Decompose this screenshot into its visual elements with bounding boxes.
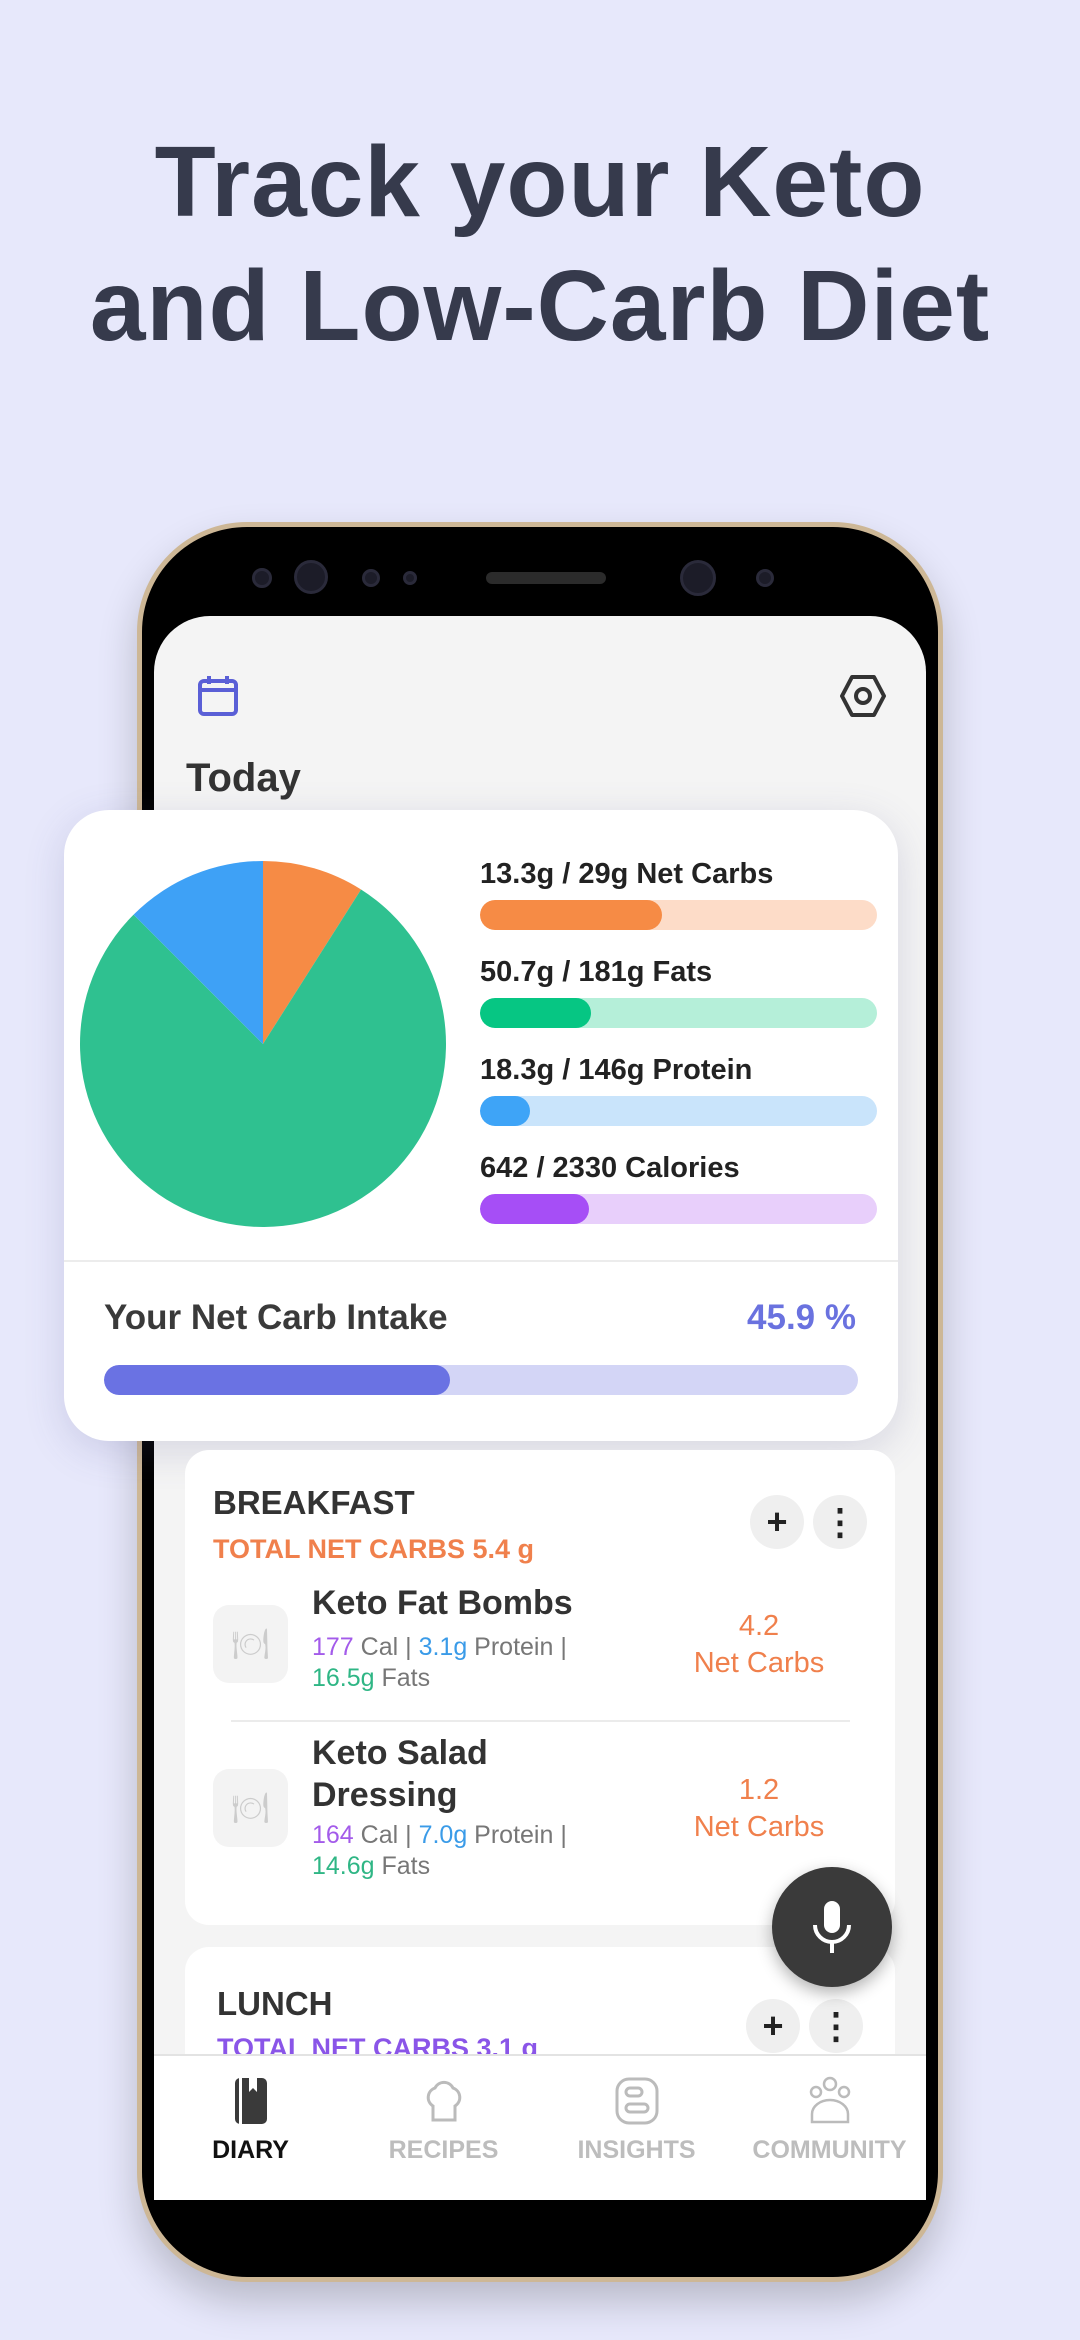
net-carb-intake-fill bbox=[104, 1365, 451, 1395]
sensor-icon bbox=[252, 568, 272, 588]
microphone-icon bbox=[813, 1901, 851, 1953]
nav-community[interactable]: COMMUNITY bbox=[733, 2056, 926, 2202]
add-food-button[interactable]: + bbox=[750, 1495, 804, 1549]
divider bbox=[64, 1260, 898, 1262]
sensor-icon bbox=[403, 571, 417, 585]
nav-insights[interactable]: INSIGHTS bbox=[540, 2056, 733, 2202]
macro-label: 13.3g / 29g Net Carbs bbox=[480, 858, 774, 890]
macro-label: 18.3g / 146g Protein bbox=[480, 1054, 753, 1086]
net-carb-intake-bar bbox=[104, 1365, 858, 1395]
sensor-icon bbox=[294, 560, 328, 594]
page-title: Today bbox=[186, 756, 301, 800]
headline-line-1: Track your Keto bbox=[154, 126, 926, 238]
add-food-button[interactable]: + bbox=[746, 1999, 800, 2053]
insights-icon bbox=[615, 2077, 658, 2125]
settings-icon[interactable] bbox=[840, 673, 886, 724]
net-carb-intake-label: Your Net Carb Intake bbox=[104, 1298, 448, 1337]
nav-diary[interactable]: DIARY bbox=[154, 2056, 347, 2202]
meal-title: LUNCH bbox=[217, 1985, 333, 2022]
plate-icon: 🍽 bbox=[213, 1769, 288, 1847]
macro-progress-fill bbox=[480, 1096, 530, 1126]
diary-book-icon bbox=[234, 2078, 267, 2124]
food-name: Keto Fat Bombs bbox=[312, 1584, 573, 1622]
macro-progress-bar bbox=[480, 998, 877, 1028]
speaker-grille bbox=[486, 572, 606, 584]
breakfast-card: BREAKFAST TOTAL NET CARBS 5.4 g + ⋮ 🍽 Ke… bbox=[185, 1450, 895, 1925]
bottom-nav: DIARY RECIPES INSIGHTS COMMUNITY bbox=[154, 2054, 926, 2200]
macro-progress-fill bbox=[480, 900, 663, 930]
food-net-carbs: 1.2 Net Carbs bbox=[693, 1774, 825, 1843]
nav-label: COMMUNITY bbox=[752, 2136, 907, 2164]
headline: Track your Keto and Low-Carb Diet bbox=[0, 120, 1080, 368]
community-icon bbox=[809, 2076, 850, 2124]
plate-icon: 🍽 bbox=[213, 1605, 288, 1683]
food-name: Keto Salad Dressing bbox=[312, 1734, 488, 1814]
nav-label: DIARY bbox=[212, 2136, 289, 2164]
more-options-button[interactable]: ⋮ bbox=[813, 1495, 867, 1549]
sensor-icon bbox=[362, 569, 380, 587]
macro-progress-fill bbox=[480, 998, 592, 1028]
net-carb-intake-percent: 45.9 % bbox=[747, 1298, 856, 1337]
food-macros: 177 Cal | 3.1g Protein | 16.5g Fats bbox=[312, 1633, 567, 1692]
nav-recipes[interactable]: RECIPES bbox=[347, 2056, 540, 2202]
macro-label: 642 / 2330 Calories bbox=[480, 1152, 740, 1184]
divider bbox=[231, 1720, 850, 1722]
chef-hat-icon bbox=[426, 2080, 461, 2122]
macro-progress-bar bbox=[480, 1096, 877, 1126]
pie-slice-net-carbs bbox=[263, 861, 362, 1044]
pie-slice-protein bbox=[133, 861, 263, 1044]
sensor-icon bbox=[756, 569, 774, 587]
macro-progress-fill bbox=[480, 1194, 590, 1224]
voice-log-button[interactable] bbox=[772, 1867, 892, 1987]
front-camera-icon bbox=[680, 560, 716, 596]
calendar-icon[interactable] bbox=[196, 674, 240, 723]
food-net-carbs: 4.2 Net Carbs bbox=[693, 1610, 825, 1679]
meal-total-net-carbs: TOTAL NET CARBS 5.4 g bbox=[213, 1534, 535, 1564]
nav-label: RECIPES bbox=[388, 2136, 499, 2164]
pie-slice-fats bbox=[80, 889, 446, 1227]
headline-line-2: and Low-Carb Diet bbox=[89, 250, 991, 362]
macro-progress-bar bbox=[480, 900, 877, 930]
food-macros: 164 Cal | 7.0g Protein | 14.6g Fats bbox=[312, 1821, 567, 1880]
more-options-button[interactable]: ⋮ bbox=[809, 1999, 863, 2053]
macro-progress-bar bbox=[480, 1194, 877, 1224]
nav-label: INSIGHTS bbox=[577, 2136, 696, 2164]
macro-label: 50.7g / 181g Fats bbox=[480, 956, 713, 988]
macro-pie-chart bbox=[80, 861, 446, 1227]
meal-title: BREAKFAST bbox=[213, 1484, 415, 1521]
